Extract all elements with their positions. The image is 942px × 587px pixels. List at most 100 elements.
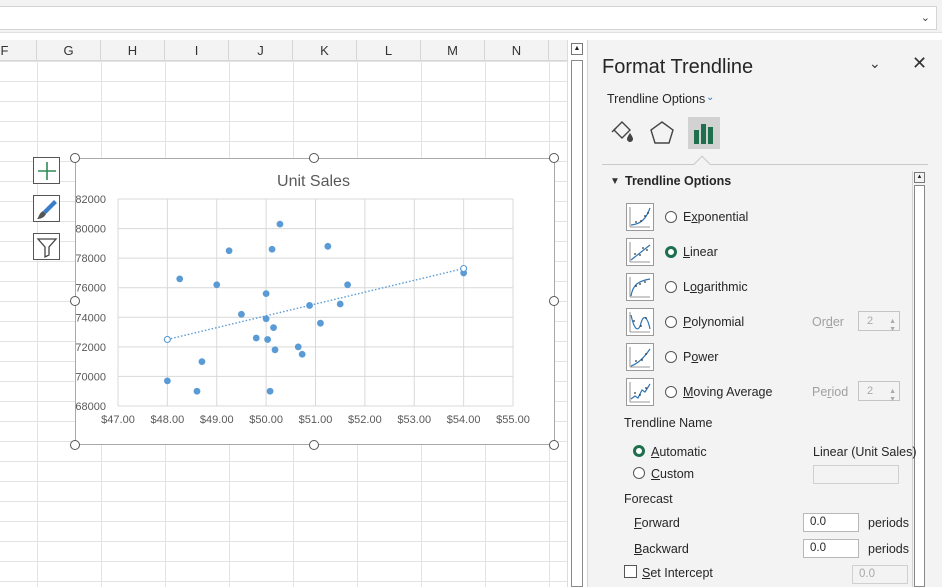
- column-header-k[interactable]: K: [293, 40, 357, 61]
- resize-handle-bottom-left[interactable]: [70, 440, 80, 450]
- radio-logarithmic[interactable]: [665, 281, 677, 293]
- scroll-thumb[interactable]: [571, 60, 583, 587]
- scatter-chart[interactable]: Unit Sales $47.00 $48.00 $49.00 $50.00 $51.00…: [75, 158, 555, 445]
- logarithmic-trend-icon[interactable]: [626, 273, 654, 301]
- stepper-up-icon: ▲: [889, 318, 896, 325]
- chart-styles-button[interactable]: [33, 195, 60, 222]
- trendline-endpoint: [163, 335, 171, 344]
- automatic-name-label[interactable]: Automatic: [651, 445, 707, 459]
- x-tick-label: $47.00: [101, 414, 135, 426]
- dropdown-chevron-icon[interactable]: ⌄: [706, 92, 715, 103]
- backward-periods-input[interactable]: 0.0: [803, 539, 859, 558]
- scroll-up-icon[interactable]: ▲: [914, 172, 925, 183]
- trendline-name-heading: Trendline Name: [624, 416, 713, 430]
- chevron-down-icon[interactable]: ⌄: [869, 55, 881, 71]
- vertical-scrollbar[interactable]: ▲: [567, 40, 586, 587]
- stepper-down-icon: ▼: [889, 326, 896, 333]
- polynomial-trend-icon[interactable]: [626, 308, 654, 336]
- effects-icon[interactable]: [647, 118, 677, 148]
- option-label-moving-average[interactable]: Moving Average: [683, 385, 773, 399]
- resize-handle-top-right[interactable]: [549, 153, 559, 163]
- radio-linear[interactable]: [665, 246, 677, 258]
- option-label-power[interactable]: Power: [683, 350, 719, 364]
- section-title[interactable]: Trendline Options: [625, 174, 732, 188]
- y-tick-label: 78000: [76, 253, 106, 265]
- moving-average-trend-icon[interactable]: [626, 378, 654, 406]
- data-point: [213, 281, 221, 289]
- chart-elements-button[interactable]: [33, 157, 60, 184]
- column-header-g[interactable]: G: [37, 40, 101, 61]
- close-icon[interactable]: ✕: [912, 53, 928, 73]
- option-label-linear[interactable]: Linear: [683, 245, 718, 259]
- fill-line-icon[interactable]: [606, 118, 636, 148]
- data-point: [271, 346, 279, 354]
- scroll-up-icon[interactable]: ▲: [571, 43, 583, 55]
- chart-filters-button[interactable]: [33, 233, 60, 260]
- radio-polynomial[interactable]: [665, 316, 677, 328]
- x-tick-label: $53.00: [397, 414, 431, 426]
- column-header-row: F G H I J K L M N: [0, 40, 567, 61]
- x-tick-label: $51.00: [299, 414, 333, 426]
- chart-plot: Unit Sales $47.00 $48.00 $49.00 $50.00 $51.00…: [76, 173, 530, 426]
- power-trend-icon[interactable]: [626, 343, 654, 371]
- y-tick-label: 72000: [76, 342, 106, 354]
- radio-custom-name[interactable]: [633, 467, 645, 479]
- resize-handle-top[interactable]: [309, 153, 319, 163]
- data-point: [176, 275, 184, 283]
- data-point: [225, 247, 233, 255]
- trendline-options-icon[interactable]: [689, 118, 719, 148]
- resize-handle-right[interactable]: [549, 296, 559, 306]
- column-header-n[interactable]: N: [485, 40, 549, 61]
- option-label-logarithmic[interactable]: Logarithmic: [683, 280, 748, 294]
- order-label: Order: [812, 315, 844, 329]
- resize-handle-bottom-right[interactable]: [549, 440, 559, 450]
- pane-scrollbar[interactable]: ▲: [912, 171, 926, 587]
- custom-name-label[interactable]: Custom: [651, 467, 695, 481]
- automatic-name-value: Linear (Unit Sales): [813, 445, 917, 459]
- column-header-m[interactable]: M: [421, 40, 485, 61]
- order-stepper: 2 ▲ ▼: [858, 311, 900, 333]
- resize-handle-left[interactable]: [70, 296, 80, 306]
- column-header-l[interactable]: L: [357, 40, 421, 61]
- period-stepper: 2 ▲ ▼: [858, 381, 900, 403]
- column-header-i[interactable]: I: [165, 40, 229, 61]
- backward-periods-unit: periods: [868, 542, 909, 556]
- formula-input[interactable]: ⌄: [0, 6, 937, 30]
- set-intercept-checkbox[interactable]: [624, 565, 637, 578]
- column-header-j[interactable]: J: [229, 40, 293, 61]
- forward-periods-input[interactable]: 0.0: [803, 513, 859, 532]
- column-header-h[interactable]: H: [101, 40, 165, 61]
- set-intercept-label[interactable]: Set Intercept: [642, 566, 713, 580]
- options-dropdown[interactable]: Trendline Options: [607, 92, 706, 106]
- period-value: 2: [867, 385, 874, 397]
- x-tick-label: $50.00: [249, 414, 283, 426]
- collapse-caret-icon[interactable]: ▼: [610, 176, 620, 187]
- exponential-trend-icon[interactable]: [626, 203, 654, 231]
- linear-trend-icon[interactable]: [626, 238, 654, 266]
- y-tick-label: 68000: [76, 401, 106, 413]
- radio-exponential[interactable]: [665, 211, 677, 223]
- pane-divider: [602, 164, 928, 165]
- data-point: [266, 387, 274, 395]
- stepper-up-icon: ▲: [889, 388, 896, 395]
- y-tick-label: 76000: [76, 283, 106, 295]
- option-label-exponential[interactable]: Exponential: [683, 210, 749, 224]
- resize-handle-top-left[interactable]: [70, 153, 80, 163]
- option-label-polynomial[interactable]: Polynomial: [683, 315, 745, 329]
- resize-handle-bottom[interactable]: [309, 440, 319, 450]
- data-point: [198, 358, 206, 366]
- y-tick-label: 80000: [76, 224, 106, 236]
- data-point: [276, 220, 284, 228]
- x-tick-label: $52.00: [348, 414, 382, 426]
- radio-power[interactable]: [665, 351, 677, 363]
- chart-title: Unit Sales: [277, 173, 350, 190]
- expand-formula-bar-icon[interactable]: ⌄: [920, 12, 930, 24]
- custom-name-input[interactable]: [813, 465, 899, 484]
- radio-automatic-name[interactable]: [633, 445, 645, 457]
- y-tick-label: 74000: [76, 312, 106, 324]
- scroll-thumb[interactable]: [914, 185, 925, 587]
- data-point: [324, 242, 332, 250]
- radio-moving-average[interactable]: [665, 386, 677, 398]
- column-header-f[interactable]: F: [0, 40, 37, 61]
- data-point: [344, 281, 351, 289]
